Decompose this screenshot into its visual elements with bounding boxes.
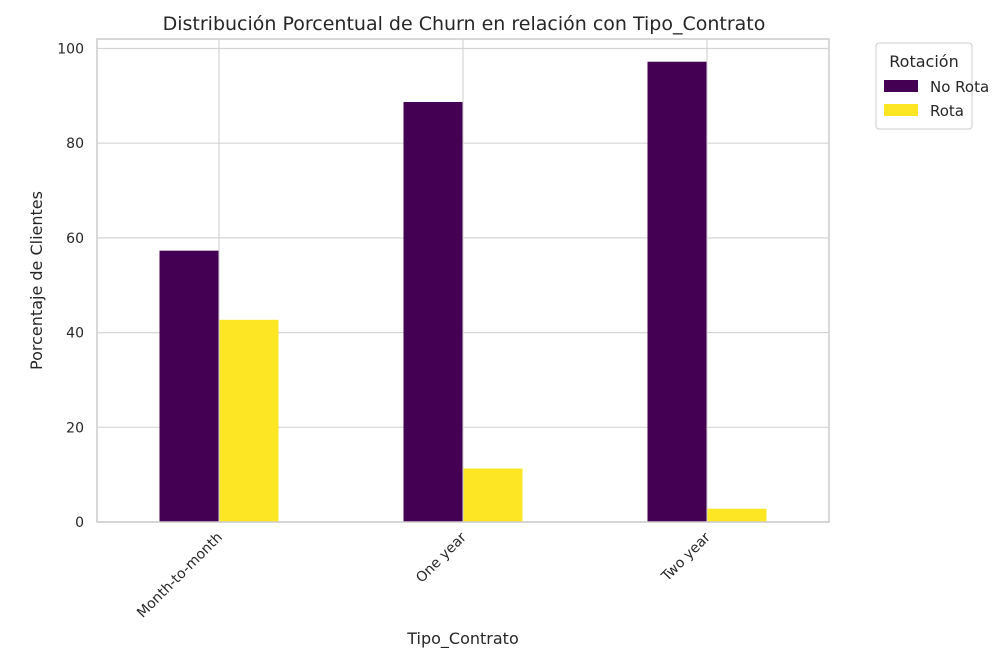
legend-label: No Rota: [930, 78, 989, 96]
y-tick-label: 60: [66, 231, 84, 247]
y-tick-label: 40: [66, 326, 84, 342]
y-tick-label: 100: [57, 41, 84, 57]
y-tick-label: 0: [75, 515, 84, 531]
chart-title: Distribución Porcentual de Churn en rela…: [163, 13, 766, 35]
y-axis-label: Porcentaje de Clientes: [27, 191, 46, 370]
x-tick-label: Month-to-month: [134, 530, 226, 622]
bar-no-rota-0: [159, 250, 219, 522]
grid-lines: [97, 39, 829, 523]
bars-group: [159, 61, 767, 523]
legend-items: No Rota Rota: [884, 78, 989, 120]
x-axis-label: Tipo_Contrato: [406, 629, 519, 649]
bar-rota-1: [463, 468, 523, 522]
legend-swatch: [884, 80, 918, 92]
y-tick-label: 80: [66, 136, 84, 152]
bar-no-rota-1: [403, 101, 463, 523]
y-tick-label: 20: [66, 420, 84, 436]
legend: Rotación No Rota Rota: [875, 42, 989, 130]
y-axis-ticks: 0 20 40 60 80 100: [57, 41, 84, 531]
bar-rota-0: [219, 319, 279, 522]
legend-label: Rota: [930, 102, 964, 120]
plot-frame: [96, 38, 830, 523]
x-tick-label: Two year: [658, 529, 714, 585]
bar-rota-2: [707, 508, 767, 522]
x-axis-ticks: Month-to-month One year Two year: [134, 529, 714, 621]
legend-title: Rotación: [889, 52, 958, 71]
legend-swatch: [884, 104, 918, 116]
x-tick-label: One year: [413, 529, 470, 586]
bar-no-rota-2: [647, 61, 707, 523]
